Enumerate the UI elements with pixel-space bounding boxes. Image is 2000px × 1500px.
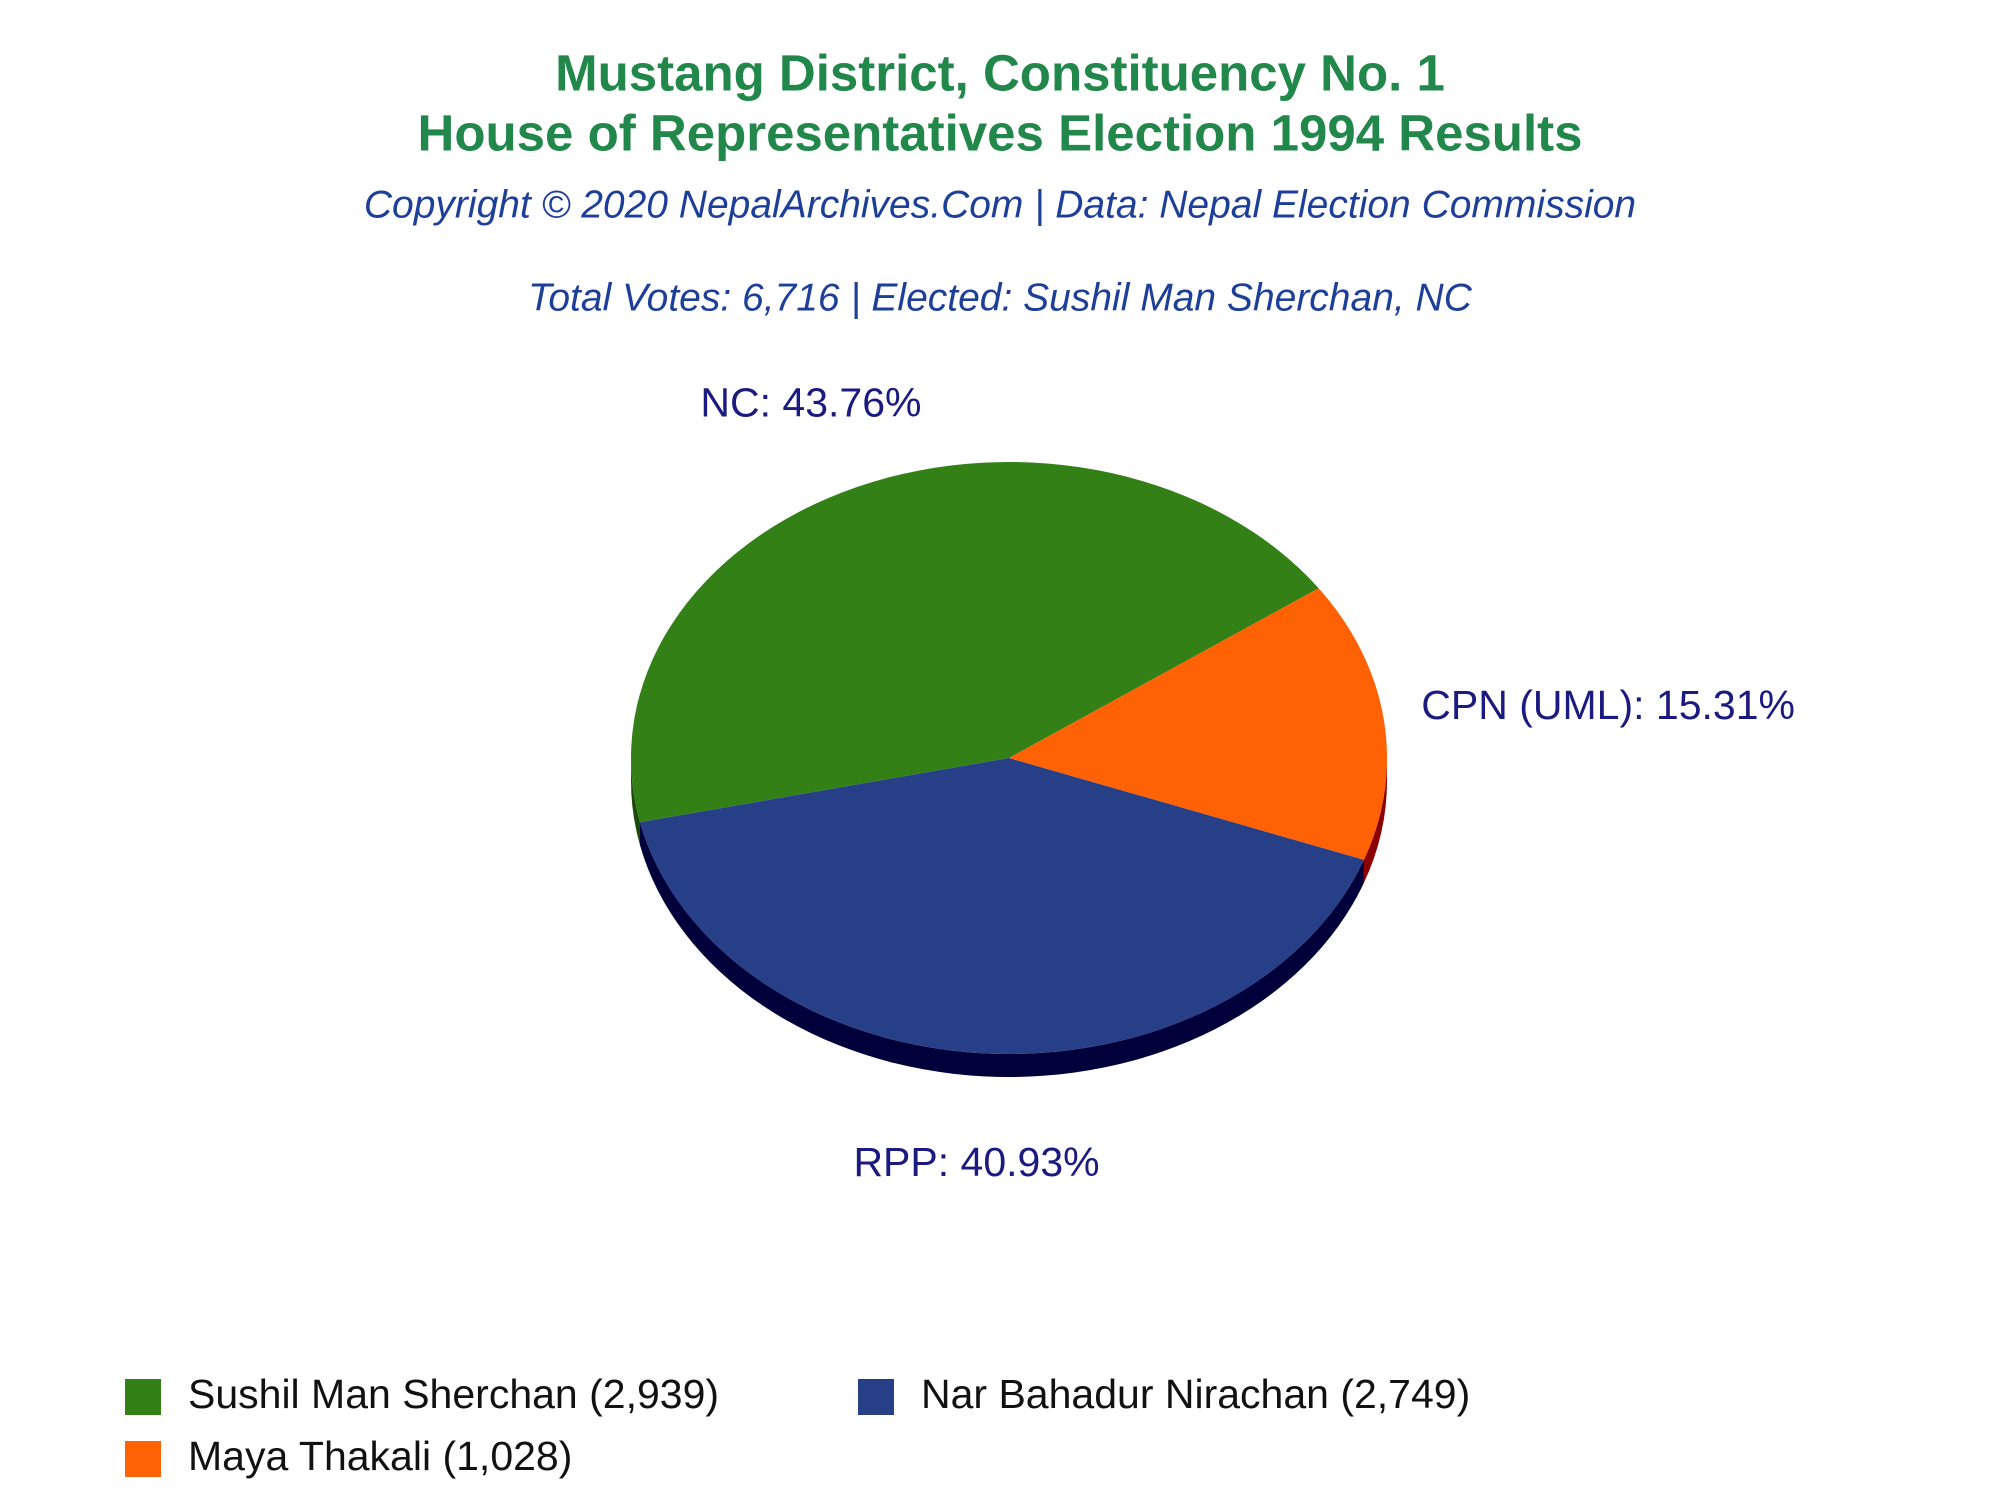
chart-subtitle: Copyright © 2020 NepalArchives.Com | Dat… (364, 183, 1636, 226)
legend-label: Maya Thakali (1,028) (188, 1433, 572, 1479)
data-label: CPN (UML): 15.31% (1421, 682, 1795, 728)
legend-swatch (858, 1379, 894, 1415)
chart-title: House of Representatives Election 1994 R… (418, 104, 1583, 161)
legend-label: Sushil Man Sherchan (2,939) (188, 1371, 719, 1417)
slice (640, 758, 1364, 1054)
slice (631, 461, 1319, 823)
legend-swatch (125, 1441, 161, 1477)
slice-side (631, 758, 641, 846)
legend-swatch (125, 1379, 161, 1415)
data-label: RPP: 40.93% (853, 1139, 1099, 1185)
legend-label: Nar Bahadur Nirachan (2,749) (921, 1371, 1470, 1417)
chart-title: Mustang District, Constituency No. 1 (555, 44, 1445, 101)
annotation: Total Votes: 6,716 | Elected: Sushil Man… (528, 276, 1473, 319)
slice-side (1363, 758, 1387, 883)
slice (1009, 588, 1387, 860)
data-label: NC: 43.76% (700, 380, 921, 426)
